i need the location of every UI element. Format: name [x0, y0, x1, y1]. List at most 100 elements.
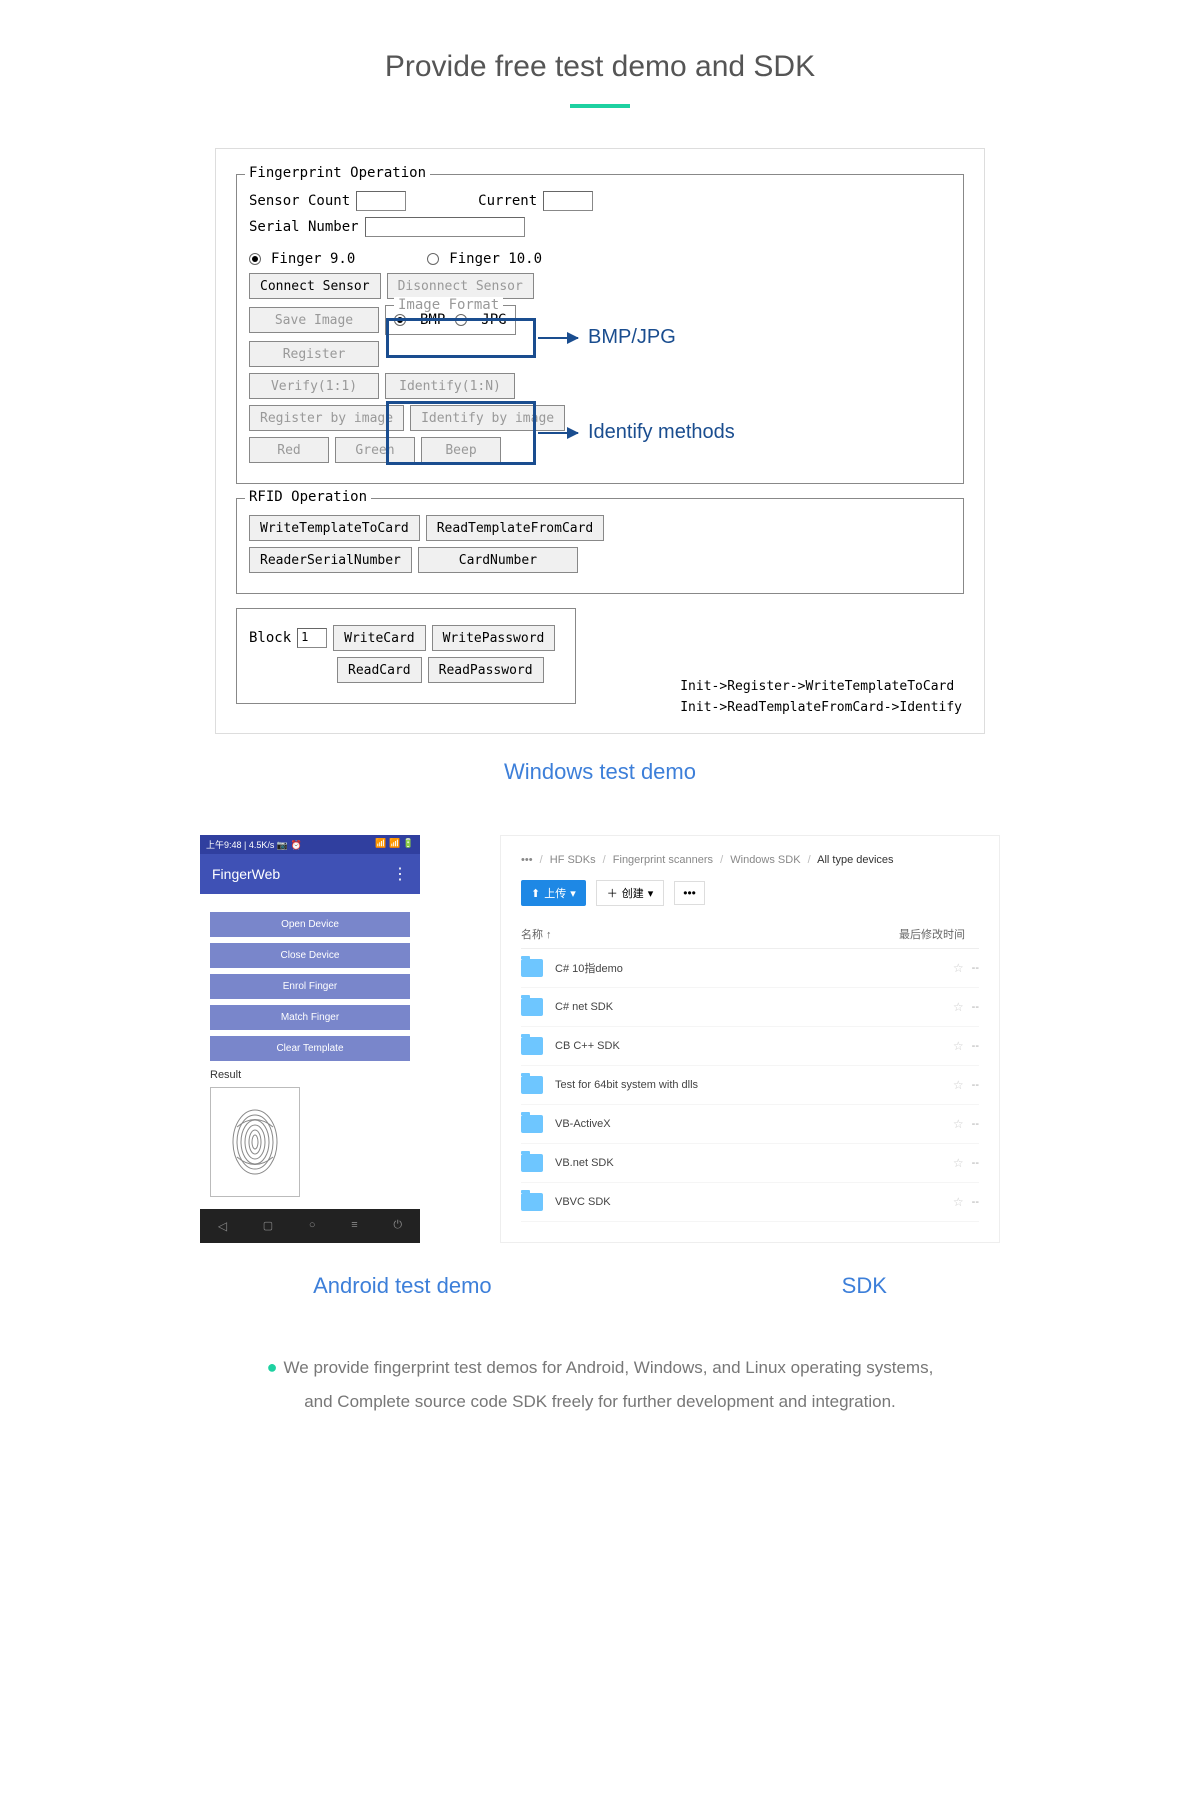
file-row[interactable]: VB.net SDK☆--	[521, 1144, 979, 1183]
upload-button[interactable]: ⬆ 上传 ▾	[521, 880, 586, 906]
chevron-down-icon: ▾	[570, 887, 576, 900]
windows-demo-panel: Fingerprint Operation Sensor Count Curre…	[215, 148, 985, 734]
read-card-button[interactable]: ReadCard	[337, 657, 422, 683]
folder-icon	[521, 1154, 543, 1172]
write-password-button[interactable]: WritePassword	[432, 625, 556, 651]
verify-button[interactable]: Verify(1:1)	[249, 373, 379, 399]
register-button[interactable]: Register	[249, 341, 379, 367]
time-placeholder: --	[972, 962, 979, 974]
file-name: CB C++ SDK	[555, 1040, 953, 1052]
radio-finger10[interactable]	[427, 253, 439, 265]
star-icon[interactable]: ☆	[953, 1039, 964, 1053]
open-device-button[interactable]: Open Device	[210, 912, 410, 937]
disconnect-button[interactable]: Disonnect Sensor	[387, 273, 534, 299]
windows-section-label: Windows test demo	[0, 759, 1200, 785]
callout-text-2: Identify methods	[588, 421, 735, 444]
connect-button[interactable]: Connect Sensor	[249, 273, 381, 299]
bc-2[interactable]: Fingerprint scanners	[613, 854, 713, 866]
plus-icon: ＋	[607, 885, 618, 901]
file-row[interactable]: VB-ActiveX☆--	[521, 1105, 979, 1144]
status-right: 📶 📶 🔋	[375, 838, 414, 851]
file-row[interactable]: CB C++ SDK☆ --	[521, 1027, 979, 1066]
app-title: FingerWeb	[212, 866, 280, 882]
time-placeholder: --	[972, 1040, 979, 1052]
nav-recent-icon[interactable]: ▢	[263, 1219, 273, 1233]
star-icon[interactable]: ☆	[953, 1156, 964, 1170]
more-button[interactable]: •••	[674, 881, 705, 905]
callout-arrow-1	[538, 337, 578, 339]
match-finger-button[interactable]: Match Finger	[210, 1005, 410, 1030]
identify-button[interactable]: Identify(1:N)	[385, 373, 515, 399]
current-label: Current	[478, 193, 537, 209]
folder-icon	[521, 1037, 543, 1055]
col-time[interactable]: 最后修改时间	[899, 926, 979, 942]
time-placeholder: --	[972, 1001, 979, 1013]
nav-home-icon[interactable]: ○	[309, 1219, 316, 1233]
title-underline	[570, 104, 630, 108]
folder-icon	[521, 1193, 543, 1211]
new-label: 创建	[622, 885, 644, 901]
android-phone: 上午9:48 | 4.5K/s 📷 ⏰ 📶 📶 🔋 FingerWeb ⋮ Op…	[200, 835, 420, 1243]
write-card-button[interactable]: WriteCard	[333, 625, 425, 651]
bc-dots[interactable]: •••	[521, 854, 533, 866]
callout-box-identify	[386, 401, 536, 465]
read-template-button[interactable]: ReadTemplateFromCard	[426, 515, 605, 541]
list-header: 名称 ↑ 最后修改时间	[521, 920, 979, 949]
breadcrumb: ••• / HF SDKs / Fingerprint scanners / W…	[521, 854, 979, 866]
radio-finger9[interactable]	[249, 253, 261, 265]
serial-label: Serial Number	[249, 219, 359, 235]
write-template-button[interactable]: WriteTemplateToCard	[249, 515, 420, 541]
page-title: Provide free test demo and SDK	[0, 50, 1200, 84]
clear-template-button[interactable]: Clear Template	[210, 1036, 410, 1061]
fingerprint-preview	[210, 1087, 300, 1197]
file-name: VB.net SDK	[555, 1157, 953, 1169]
new-button[interactable]: ＋ 创建 ▾	[596, 880, 665, 906]
file-row[interactable]: Test for 64bit system with dlls☆ --	[521, 1066, 979, 1105]
enrol-finger-button[interactable]: Enrol Finger	[210, 974, 410, 999]
star-icon[interactable]: ☆	[953, 1078, 964, 1092]
fieldset-legend: Fingerprint Operation	[245, 165, 430, 181]
current-input[interactable]	[543, 191, 593, 211]
nav-power-icon[interactable]: ⏻	[393, 1219, 402, 1233]
radio-finger9-label: Finger 9.0	[271, 251, 355, 267]
file-row[interactable]: C# net SDK☆ --	[521, 988, 979, 1027]
star-icon[interactable]: ☆	[953, 1117, 964, 1131]
file-row[interactable]: C# 10指demo☆--	[521, 949, 979, 988]
reader-serial-button[interactable]: ReaderSerialNumber	[249, 547, 412, 573]
sdk-section-label: SDK	[842, 1273, 887, 1299]
register-by-image-button[interactable]: Register by image	[249, 405, 404, 431]
star-icon[interactable]: ☆	[953, 1195, 964, 1209]
bc-1[interactable]: HF SDKs	[550, 854, 596, 866]
folder-icon	[521, 1115, 543, 1133]
serial-input[interactable]	[365, 217, 525, 237]
red-button[interactable]: Red	[249, 437, 329, 463]
file-name: Test for 64bit system with dlls	[555, 1079, 953, 1091]
footer-text: ●We provide fingerprint test demos for A…	[0, 1349, 1200, 1479]
folder-icon	[521, 1076, 543, 1094]
star-icon[interactable]: ☆	[953, 1000, 964, 1014]
sdk-file-browser: ••• / HF SDKs / Fingerprint scanners / W…	[500, 835, 1000, 1243]
card-number-button[interactable]: CardNumber	[418, 547, 578, 573]
read-password-button[interactable]: ReadPassword	[428, 657, 544, 683]
menu-icon[interactable]: ⋮	[392, 864, 408, 884]
nav-back-icon[interactable]: ◁	[218, 1219, 227, 1233]
time-placeholder: --	[972, 1079, 979, 1091]
sensor-count-input[interactable]	[356, 191, 406, 211]
time-placeholder: --	[972, 1196, 979, 1208]
file-name: C# net SDK	[555, 1001, 953, 1013]
file-row[interactable]: VBVC SDK☆ --	[521, 1183, 979, 1222]
col-name[interactable]: 名称 ↑	[521, 926, 899, 942]
callout-box-format	[386, 318, 536, 358]
nav-menu-icon[interactable]: ≡	[351, 1219, 357, 1233]
close-device-button[interactable]: Close Device	[210, 943, 410, 968]
star-icon[interactable]: ☆	[953, 961, 964, 975]
save-image-button[interactable]: Save Image	[249, 307, 379, 333]
block-input[interactable]: 1	[297, 628, 327, 648]
bc-4: All type devices	[817, 854, 893, 866]
radio-finger10-label: Finger 10.0	[449, 251, 542, 267]
result-label: Result	[210, 1069, 410, 1081]
time-placeholder: --	[972, 1118, 979, 1130]
file-name: VBVC SDK	[555, 1196, 953, 1208]
callout-text-1: BMP/JPG	[588, 326, 676, 349]
bc-3[interactable]: Windows SDK	[730, 854, 800, 866]
